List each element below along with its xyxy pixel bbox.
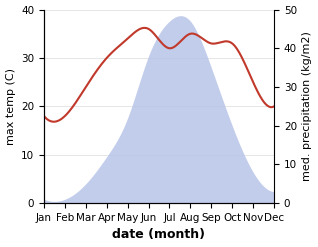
Y-axis label: med. precipitation (kg/m2): med. precipitation (kg/m2) [302, 31, 313, 181]
Y-axis label: max temp (C): max temp (C) [5, 68, 16, 145]
X-axis label: date (month): date (month) [113, 228, 205, 242]
